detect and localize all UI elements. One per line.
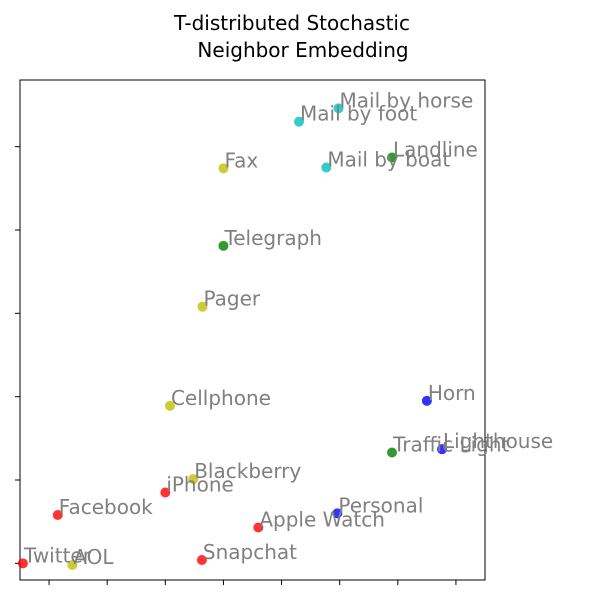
point-label-7: Cellphone — [171, 386, 271, 410]
point-label-3: Landline — [393, 138, 478, 162]
scatter-point-13 — [52, 510, 63, 520]
point-label-2: Mail by boat — [327, 148, 450, 172]
scatter-point-15 — [253, 522, 264, 533]
scatter-point-9 — [436, 444, 447, 455]
scatter-point-18 — [67, 560, 78, 570]
point-label-17: Twitter — [23, 543, 92, 567]
point-label-4: Fax — [224, 148, 258, 172]
scatter-point-17 — [17, 558, 28, 569]
point-label-13: Facebook — [59, 495, 153, 519]
point-label-11: Blackberry — [194, 459, 301, 483]
chart-title-line-2: Neighbor Embedding — [197, 38, 408, 62]
chart-title-line-1: T-distributed Stochastic — [173, 11, 410, 35]
point-label-16: Snapchat — [203, 540, 297, 564]
x-axis-ticks — [48, 580, 457, 585]
scatter-point-8 — [421, 395, 432, 406]
scatter-point-14 — [332, 508, 343, 519]
y-axis-ticks — [15, 146, 20, 564]
point-label-0: Mail by horse — [340, 88, 474, 112]
data-points — [17, 103, 447, 570]
point-label-9: Lighthouse — [443, 429, 553, 453]
scatter-point-4 — [218, 163, 229, 174]
scatter-point-0 — [333, 103, 344, 114]
point-label-5: Telegraph — [223, 226, 322, 250]
scatter-point-6 — [197, 301, 208, 312]
scatter-point-1 — [294, 116, 304, 127]
point-label-18: AOL — [73, 545, 114, 569]
scatter-point-5 — [218, 240, 229, 251]
point-label-14: Personal — [338, 493, 423, 517]
scatter-point-7 — [164, 400, 175, 411]
point-label-6: Pager — [204, 287, 261, 311]
point-label-15: Apple Watch — [259, 508, 385, 532]
point-label-1: Mail by foot — [300, 102, 417, 126]
scatter-point-2 — [321, 162, 332, 173]
scatter-point-12 — [160, 487, 171, 498]
point-label-10: Traffic Light — [392, 433, 510, 457]
scatter-point-16 — [196, 555, 207, 565]
scatter-point-3 — [387, 152, 397, 163]
scatter-point-11 — [188, 474, 199, 485]
scatter-point-10 — [387, 447, 397, 458]
plot-frame — [19, 79, 486, 581]
point-label-12: iPhone — [166, 473, 234, 497]
point-label-8: Horn — [428, 381, 476, 405]
